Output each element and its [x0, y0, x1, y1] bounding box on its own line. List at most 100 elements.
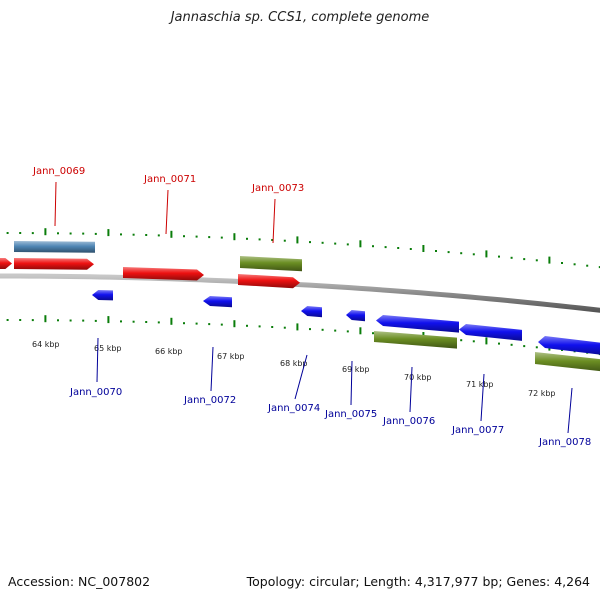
scale-tick [57, 319, 59, 322]
scale-tick [170, 230, 173, 238]
scale-tick [69, 319, 72, 322]
leader-line [210, 346, 214, 392]
kbp-label: 65 kbp [94, 344, 122, 353]
scale-tick [31, 232, 34, 235]
scale-tick [183, 235, 185, 238]
scale-tick [120, 320, 122, 323]
scale-tick [296, 236, 299, 244]
kbp-label: 71 kbp [466, 380, 494, 389]
scale-tick [107, 229, 110, 237]
scale-tick [220, 323, 223, 326]
gene-label-bottom: Jann_0074 [267, 403, 320, 414]
scale-tick [523, 258, 526, 261]
scale-tick [384, 246, 387, 249]
scale-tick [132, 320, 135, 323]
gene-label-bottom: Jann_0070 [69, 387, 122, 398]
scale-tick [283, 326, 286, 329]
leader-line [567, 387, 573, 434]
scale-tick [309, 241, 311, 244]
scale-tick [283, 239, 286, 242]
map-title: Jannaschia sp. CCS1, complete genome [170, 10, 430, 25]
feature-bar [240, 256, 302, 272]
gene-labels: Jann_0069 Jann_0071 Jann_0073 Jann_0070 Jann… [32, 166, 591, 448]
scale-tick [523, 345, 526, 348]
scale-tick [170, 317, 173, 325]
scale-tick [195, 322, 198, 325]
kbp-label: 66 kbp [155, 347, 183, 356]
feature-bar [374, 331, 457, 349]
scale-tick [334, 329, 337, 332]
gene-label-bottom: Jann_0077 [451, 425, 504, 436]
kbp-label: 64 kbp [32, 340, 60, 349]
scale-tick [485, 337, 488, 345]
reverse-gene-arrow [538, 336, 600, 355]
gene-label-top: Jann_0071 [143, 174, 196, 185]
scale-tick [132, 233, 135, 236]
scale-tick [57, 232, 59, 235]
scale-tick [460, 339, 463, 342]
scale-tick [435, 250, 437, 252]
reverse-gene-arrow [301, 306, 322, 318]
scale-tick [535, 259, 538, 262]
leader-line [54, 181, 57, 227]
kbp-label: 68 kbp [280, 359, 308, 368]
scale-tick [31, 319, 34, 322]
scale-tick [422, 245, 425, 252]
leader-line [350, 360, 353, 406]
scale-tick [19, 319, 22, 321]
forward-gene-arrow [14, 258, 94, 270]
scale-tick [220, 236, 223, 239]
scale-tick [498, 255, 500, 258]
scale-tick [397, 247, 400, 249]
reverse-gene-arrow [203, 296, 232, 308]
scale-tick [510, 343, 513, 346]
scale-tick [548, 256, 551, 264]
scale-tick [359, 327, 362, 335]
scale-tick [82, 319, 85, 322]
feature-track [0, 241, 600, 372]
reverse-gene-arrow [376, 315, 459, 333]
reverse-gene-arrow [92, 290, 113, 301]
scale-tick [372, 332, 374, 335]
kbp-label: 70 kbp [404, 373, 432, 382]
scale-tick [346, 330, 349, 333]
scale-tick [157, 321, 160, 324]
backbone-track [0, 273, 600, 313]
leader-line [165, 189, 169, 235]
gene-label-bottom: Jann_0075 [324, 409, 377, 420]
scale-tick [409, 248, 412, 250]
scale-tick [208, 323, 211, 326]
scale-tick [157, 234, 160, 237]
scale-tick [334, 242, 337, 245]
gene-label-bottom: Jann_0076 [382, 416, 435, 427]
backbone-line [0, 273, 600, 313]
rna-feature [14, 241, 95, 253]
scale-tick [447, 251, 450, 254]
scale-tick [233, 233, 236, 241]
scale-tick [372, 245, 374, 248]
scale-tick [309, 328, 311, 331]
scale-tick [69, 232, 72, 235]
scale-tick [498, 342, 500, 345]
scale-tick [120, 233, 122, 236]
reverse-gene-arrow [459, 324, 522, 341]
kbp-label: 67 kbp [217, 352, 245, 361]
scale-tick [271, 239, 274, 241]
forward-gene-arrow [238, 274, 300, 289]
leader-line [480, 373, 485, 422]
leader-line [409, 366, 413, 413]
gene-label-top: Jann_0069 [32, 166, 85, 177]
scale-tick [346, 243, 349, 246]
reverse-gene-arrow [346, 310, 365, 322]
scale-tick [107, 316, 110, 324]
leader-line [96, 337, 99, 383]
scale-tick [296, 323, 299, 331]
scale-tick [246, 324, 248, 327]
scale-tick [586, 264, 589, 267]
scale-tick [94, 232, 97, 235]
forward-gene-arrow [0, 258, 12, 269]
topology-text: Topology: circular; Length: 4,317,977 bp… [246, 574, 590, 589]
gene-label-top: Jann_0073 [251, 183, 304, 194]
scale-tick [19, 232, 22, 234]
